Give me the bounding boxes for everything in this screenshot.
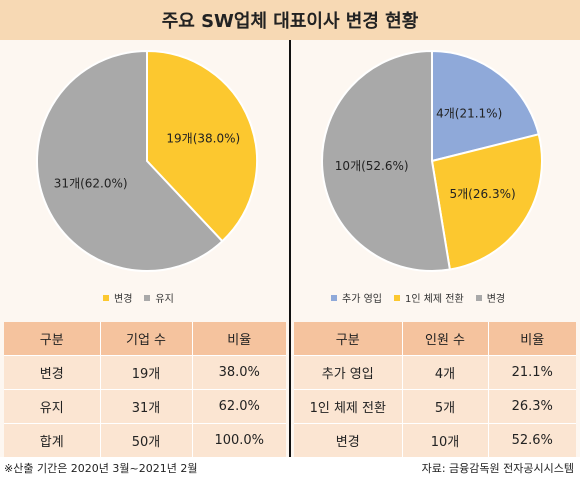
table-cell: 38.0%: [192, 355, 286, 390]
panel-divider: [289, 40, 291, 457]
pie-slice-label: 4개(21.1%): [436, 106, 502, 120]
legend-label: 1인 체제 전환: [404, 294, 464, 305]
table-cell: 변경: [294, 423, 403, 458]
table-cell: 21.1%: [488, 355, 576, 390]
legend-item: 추가 영입: [331, 290, 382, 305]
table-header: 비율: [488, 322, 576, 356]
table-cell: 10개: [402, 423, 489, 458]
legend-swatch: [103, 294, 109, 301]
table-cell: 50개: [100, 423, 193, 458]
pie-chart-right: 4개(21.1%) 5개(26.3%) 10개(52.6%): [321, 49, 543, 272]
legend-right: 추가 영입 1인 체제 전환 변경: [331, 290, 505, 305]
footnote: ※산출 기간은 2020년 3월~2021년 2월: [4, 462, 198, 475]
table-header: 기업 수: [100, 322, 193, 356]
right-panel: 4개(21.1%) 5개(26.3%) 10개(52.6%) 추가 영입 1인 체제…: [291, 40, 580, 458]
pie-slice-label: 10개(52.6%): [335, 159, 409, 173]
table-header: 구분: [294, 322, 403, 356]
pie-slice: [321, 49, 452, 272]
table-cell: 100.0%: [192, 423, 286, 458]
legend-label: 변경: [486, 294, 506, 305]
legend-label: 변경: [114, 294, 133, 305]
legend-label: 유지: [155, 294, 174, 305]
table-cell: 62.0%: [192, 389, 286, 424]
left-panel: 19개(38.0%) 31개(62.0%) 변경 유지 구분 기업 수 비율 변경…: [0, 40, 290, 458]
table-row: 유지 31개 62.0%: [4, 389, 286, 424]
legend-item: 유지: [144, 290, 174, 305]
legend-label: 추가 영입: [342, 294, 382, 305]
table-cell: 52.6%: [488, 423, 576, 458]
table-cell: 5개: [402, 389, 489, 424]
table-row: 변경 19개 38.0%: [4, 355, 286, 390]
legend-item: 변경: [475, 290, 506, 305]
table-left: 구분 기업 수 비율 변경 19개 38.0% 유지 31개 62.0% 합계 …: [4, 322, 286, 458]
pie-slice: [431, 49, 540, 163]
legend-swatch: [475, 294, 482, 301]
table-cell: 31개: [100, 389, 193, 424]
pie-slice-label: 31개(62.0%): [54, 176, 128, 190]
pie-slice-label: 5개(26.3%): [450, 187, 516, 201]
legend-swatch: [331, 294, 337, 301]
table-row: 변경 10개 52.6%: [294, 423, 576, 458]
table-header: 구분: [4, 322, 101, 356]
pie-chart-left: 19개(38.0%) 31개(62.0%): [36, 49, 258, 272]
pie-slice-label: 19개(38.0%): [166, 132, 240, 146]
table-cell: 19개: [100, 355, 193, 390]
table-cell: 1인 체제 전환: [294, 389, 403, 424]
legend-item: 변경: [103, 290, 132, 305]
table-header-row: 구분 인원 수 비율: [294, 322, 576, 356]
table-row: 합계 50개 100.0%: [4, 423, 286, 458]
table-header: 인원 수: [402, 322, 489, 356]
table-cell: 26.3%: [488, 389, 576, 424]
table-row: 1인 체제 전환 5개 26.3%: [294, 389, 576, 424]
table-right: 구분 인원 수 비율 추가 영입 4개 21.1% 1인 체제 전환 5개 26…: [294, 322, 576, 458]
legend-left: 변경 유지: [103, 290, 174, 305]
table-cell: 유지: [4, 389, 101, 424]
table-cell: 변경: [4, 355, 101, 390]
pie-slice: [146, 49, 258, 243]
pie-slice: [430, 133, 543, 271]
pie-slice: [36, 49, 224, 272]
legend-item: 1인 체제 전환: [393, 290, 464, 305]
legend-swatch: [393, 294, 400, 301]
table-cell: 추가 영입: [294, 355, 403, 390]
table-header-row: 구분 기업 수 비율: [4, 322, 286, 356]
table-cell: 4개: [402, 355, 489, 390]
table-header: 비율: [192, 322, 286, 356]
table-cell: 합계: [4, 423, 101, 458]
legend-swatch: [144, 294, 151, 301]
table-row: 추가 영입 4개 21.1%: [294, 355, 576, 390]
page-title: 주요 SW업체 대표이사 변경 현황: [0, 0, 580, 40]
source-note: 자료: 금융감독원 전자공시시스템: [421, 462, 574, 475]
